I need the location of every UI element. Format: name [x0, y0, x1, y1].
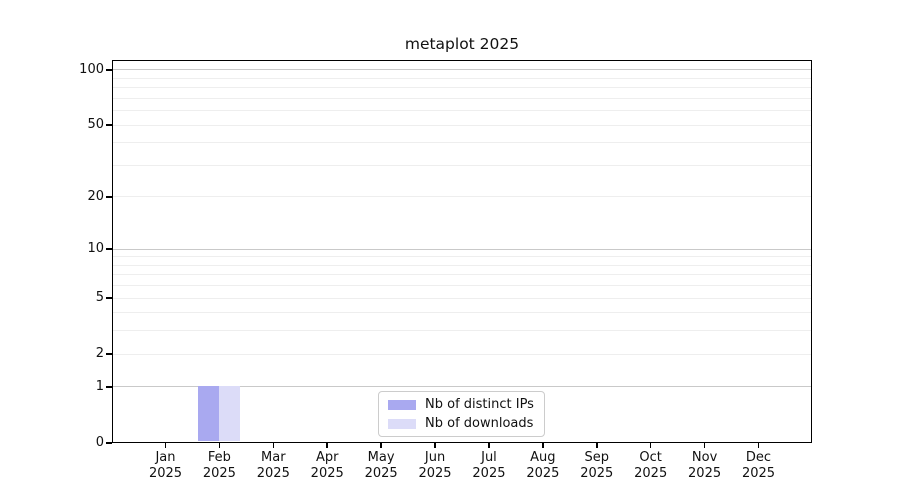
x-tick-label-aug: Aug 2025	[526, 450, 560, 481]
y-gridline-minor-30	[113, 164, 811, 166]
plot-area	[112, 60, 812, 443]
x-tick-label-sep: Sep 2025	[580, 450, 614, 481]
y-gridline-minor-20	[113, 196, 811, 198]
y-tick-label-5: 5	[95, 290, 104, 306]
y-tick-20	[106, 196, 112, 198]
y-gridline-minor-90	[113, 77, 811, 79]
x-tick-oct	[649, 441, 652, 448]
x-tick-jan	[164, 441, 167, 448]
legend-swatch-downloads	[388, 418, 416, 429]
x-tick-label-oct: Oct 2025	[634, 450, 668, 481]
y-tick-label-50: 50	[87, 117, 104, 133]
y-gridline-minor-8	[113, 264, 811, 266]
y-gridline-minor-9	[113, 256, 811, 258]
y-gridline-minor-5	[113, 297, 811, 299]
x-tick-nov	[703, 441, 706, 448]
y-gridline-major-100	[113, 69, 811, 71]
y-gridline-minor-7	[113, 274, 811, 276]
legend-swatch-distinct-ips	[388, 399, 416, 410]
x-tick-jun	[434, 441, 436, 448]
y-tick-5	[106, 297, 112, 299]
legend: Nb of distinct IPs Nb of downloads	[378, 391, 545, 437]
x-tick-label-mar: Mar 2025	[256, 450, 290, 481]
y-gridline-major-1	[113, 386, 811, 388]
x-tick-may	[380, 441, 382, 448]
y-gridline-minor-4	[113, 312, 811, 314]
y-tick-label-2: 2	[95, 346, 104, 362]
y-gridline-minor-70	[113, 97, 811, 99]
y-gridline-minor-50	[113, 124, 811, 126]
x-tick-aug	[542, 441, 544, 448]
y-gridline-minor-3	[113, 330, 811, 332]
x-tick-label-jul: Jul 2025	[472, 450, 506, 481]
y-gridline-minor-40	[113, 142, 811, 144]
x-tick-label-jan: Jan 2025	[148, 450, 183, 481]
y-tick-label-100: 100	[79, 61, 104, 77]
x-tick-label-apr: Apr 2025	[310, 450, 344, 481]
y-tick-label-10: 10	[87, 241, 104, 257]
legend-label-downloads: Nb of downloads	[425, 416, 534, 431]
x-tick-dec	[757, 441, 760, 448]
x-tick-jul	[488, 441, 490, 448]
x-tick-label-dec: Dec 2025	[741, 450, 776, 481]
y-tick-2	[106, 353, 112, 355]
x-tick-mar	[272, 441, 275, 448]
y-tick-label-1: 1	[95, 378, 104, 394]
x-tick-label-may: May 2025	[364, 450, 398, 481]
x-tick-label-jun: Jun 2025	[418, 450, 452, 481]
bar-nb-of-downloads-feb	[218, 386, 240, 441]
bar-nb-of-distinct-ips-feb	[197, 386, 219, 441]
legend-label-distinct-ips: Nb of distinct IPs	[425, 397, 534, 412]
y-tick-label-20: 20	[87, 188, 104, 204]
y-tick-100	[106, 69, 112, 71]
y-tick-1	[106, 386, 112, 388]
y-tick-10	[106, 248, 112, 250]
x-tick-label-nov: Nov 2025	[688, 450, 722, 481]
chart-title: metaplot 2025	[404, 35, 520, 53]
x-tick-sep	[596, 441, 598, 448]
x-tick-label-feb: Feb 2025	[202, 450, 236, 481]
y-gridline-minor-60	[113, 110, 811, 112]
legend-item-distinct-ips: Nb of distinct IPs	[388, 397, 544, 412]
y-gridline-minor-80	[113, 87, 811, 89]
x-tick-feb	[218, 441, 221, 448]
y-gridline-major-10	[113, 248, 811, 250]
y-gridline-minor-2	[113, 353, 811, 355]
x-tick-apr	[326, 441, 328, 448]
y-gridline-minor-6	[113, 285, 811, 287]
y-tick-label-0: 0	[95, 435, 104, 450]
y-tick-0	[106, 442, 112, 444]
y-tick-50	[106, 124, 112, 126]
legend-item-downloads: Nb of downloads	[388, 416, 544, 431]
